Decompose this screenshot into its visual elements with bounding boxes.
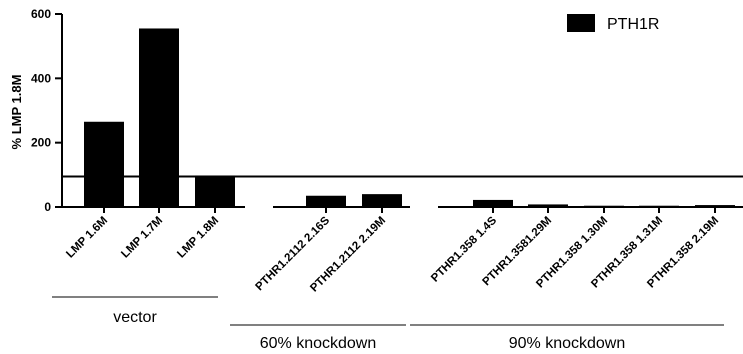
bar: [695, 205, 735, 207]
bar: [473, 199, 513, 207]
y-tick-label: 600: [31, 7, 51, 21]
group-brackets: vector 60% knockdown 90% knockdown: [52, 296, 724, 352]
bar: [195, 175, 235, 207]
bar: [362, 194, 402, 207]
y-tick-label: 0: [44, 200, 51, 214]
bar: [139, 28, 179, 207]
bar: [639, 205, 679, 208]
legend-label: PTH1R: [607, 16, 659, 33]
bar-series: [84, 28, 735, 208]
group-label: vector: [113, 309, 157, 326]
bar: [584, 205, 624, 208]
bar: [84, 121, 124, 207]
y-tick-label: 400: [31, 71, 51, 85]
bar: [528, 204, 568, 207]
group-label: 60% knockdown: [260, 335, 377, 352]
category-label: LMP 1.6M: [64, 215, 110, 261]
legend: PTH1R: [567, 14, 659, 33]
group-label: 90% knockdown: [509, 335, 626, 352]
y-tick-label: 200: [31, 136, 51, 150]
bar: [306, 195, 346, 207]
y-axis-ticks: 0 200 400 600: [31, 7, 62, 214]
category-labels: LMP 1.6M LMP 1.7M LMP 1.8M PTHR1.2112 2.16S…: [64, 214, 721, 294]
y-axis-label: % LMP 1.8M: [9, 75, 24, 150]
category-label: LMP 1.8M: [175, 215, 221, 261]
category-label: LMP 1.7M: [119, 215, 165, 261]
legend-swatch: [567, 14, 595, 32]
x-axis: [62, 206, 743, 213]
